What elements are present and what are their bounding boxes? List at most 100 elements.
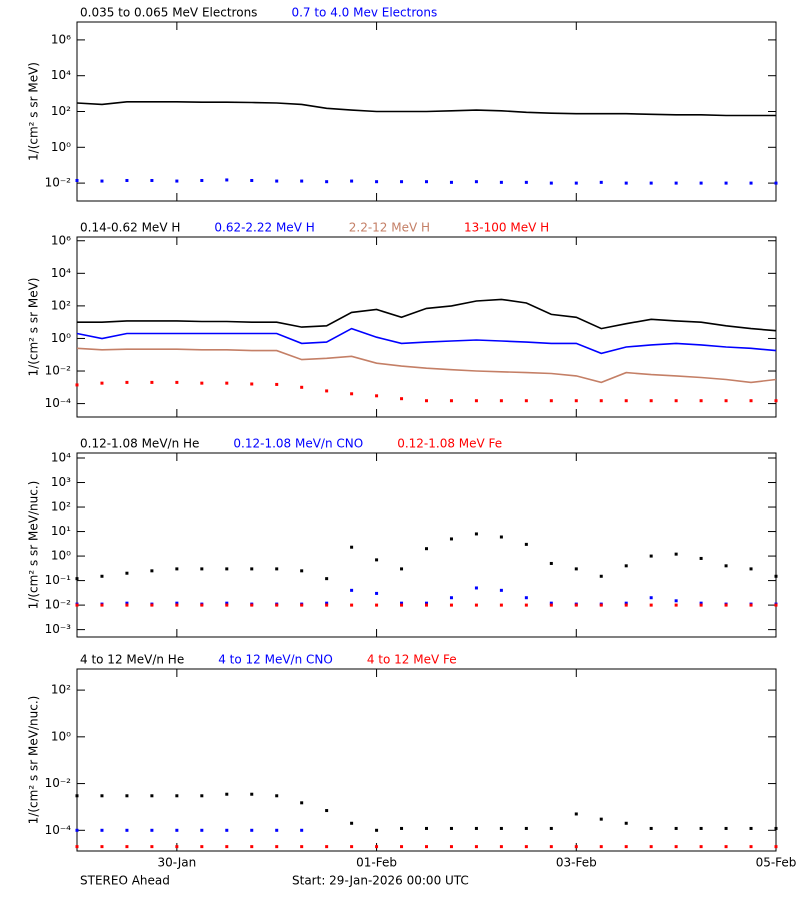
data-point	[175, 794, 179, 798]
footer-center: Start: 29-Jan-2026 00:00 UTC	[292, 874, 469, 888]
series-line	[77, 298, 777, 332]
series-line	[76, 327, 777, 355]
data-point	[724, 399, 728, 403]
data-point	[449, 537, 453, 541]
data-point	[75, 845, 79, 849]
data-point	[724, 564, 728, 568]
data-point	[749, 603, 753, 607]
y-tick-label: 10⁰	[51, 140, 71, 154]
data-point	[449, 603, 453, 607]
data-point	[175, 380, 179, 384]
y-tick-label: 10⁴	[51, 451, 71, 465]
data-point	[524, 603, 528, 607]
data-point	[175, 567, 179, 571]
data-point	[225, 601, 229, 605]
data-point	[175, 828, 179, 832]
data-point	[75, 178, 79, 182]
data-point	[474, 603, 478, 607]
data-point	[200, 794, 204, 798]
data-point	[325, 601, 329, 605]
data-point	[175, 603, 179, 607]
y-tick-label: 10⁻²	[45, 364, 72, 378]
data-point	[749, 181, 753, 185]
data-point	[524, 845, 528, 849]
data-point	[375, 603, 379, 607]
data-point	[250, 845, 254, 849]
data-point	[375, 180, 379, 184]
data-point	[275, 567, 279, 571]
data-point	[125, 794, 129, 798]
data-point	[100, 603, 104, 607]
y-tick-label: 10²	[51, 500, 71, 514]
y-axis-label: 1/(cm² s sr MeV/nuc.)	[27, 481, 41, 610]
data-point	[175, 845, 179, 849]
data-point	[275, 845, 279, 849]
data-point	[250, 382, 254, 386]
data-point	[674, 845, 678, 849]
x-tick-label: 03-Feb	[556, 856, 597, 870]
data-point	[499, 826, 503, 830]
data-point	[524, 180, 528, 184]
y-tick-label: 10⁻¹	[45, 573, 72, 587]
y-tick-label: 10⁴	[51, 68, 71, 82]
data-point	[100, 179, 104, 183]
data-point	[375, 394, 379, 398]
data-point	[225, 178, 229, 182]
data-point	[300, 603, 304, 607]
data-point	[425, 601, 428, 605]
data-point	[300, 801, 304, 805]
data-point	[449, 826, 453, 830]
data-point	[449, 180, 453, 184]
data-point	[325, 809, 329, 813]
data-point	[200, 178, 204, 182]
data-point	[649, 603, 653, 607]
data-point	[499, 180, 503, 184]
data-point	[75, 577, 79, 581]
data-point	[549, 399, 553, 403]
data-point	[125, 845, 129, 849]
x-tick-label: 30-Jan	[157, 856, 196, 870]
y-tick-label: 10⁰	[51, 331, 71, 345]
data-point	[400, 601, 404, 605]
data-point	[574, 399, 578, 403]
data-point	[300, 845, 304, 849]
data-point	[150, 828, 154, 832]
y-tick-label: 10⁴	[51, 266, 71, 280]
data-point	[425, 603, 428, 607]
data-point	[275, 794, 279, 798]
y-tick-label: 10⁶	[51, 32, 71, 46]
data-point	[325, 603, 329, 607]
data-point	[275, 179, 279, 183]
data-point	[524, 399, 528, 403]
data-point	[150, 845, 154, 849]
data-point	[275, 382, 279, 386]
legend-entry: 0.12-1.08 MeV/n CNO	[233, 437, 363, 451]
data-point	[250, 792, 254, 796]
plot-frame	[76, 668, 777, 852]
data-point	[150, 603, 154, 607]
data-point	[549, 826, 553, 830]
data-point	[749, 399, 753, 403]
data-point	[75, 603, 79, 607]
data-point	[624, 821, 628, 825]
y-tick-label: 10³	[51, 475, 71, 489]
series-line	[76, 101, 776, 117]
data-point	[624, 845, 628, 849]
y-tick-label: 10²	[51, 683, 71, 697]
data-point	[275, 603, 279, 607]
data-point	[449, 596, 453, 600]
data-point	[724, 181, 728, 185]
data-point	[225, 567, 229, 571]
y-axis-label: 1/(cm² s sr MeV)	[27, 62, 41, 161]
data-point	[524, 826, 528, 830]
data-point	[649, 399, 653, 403]
data-point	[774, 399, 778, 403]
data-point	[574, 812, 578, 816]
data-point	[774, 574, 778, 578]
data-point	[774, 845, 778, 849]
data-point	[225, 828, 229, 832]
data-point	[200, 603, 204, 607]
legend-entry: 0.035 to 0.065 MeV Electrons	[80, 6, 257, 20]
data-point	[674, 599, 678, 603]
legend-entry: 0.12-1.08 MeV Fe	[397, 437, 502, 451]
